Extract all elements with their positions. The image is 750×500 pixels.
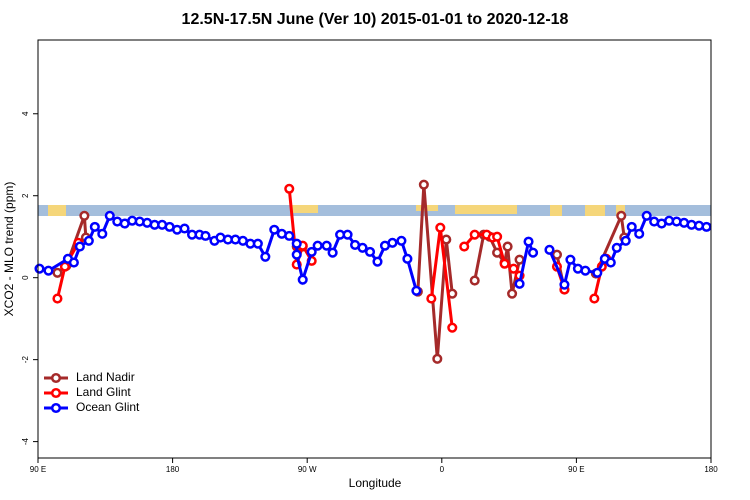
data-point <box>523 236 534 247</box>
data-point <box>396 235 407 246</box>
data-point <box>43 265 54 276</box>
data-point <box>514 254 525 265</box>
y-tick-label: 0 <box>21 275 30 280</box>
y-tick-label: -2 <box>21 356 30 364</box>
legend-label: Land Nadir <box>76 370 135 384</box>
data-point <box>52 293 63 304</box>
data-point <box>544 244 555 255</box>
data-point <box>634 228 645 239</box>
data-point <box>79 210 90 221</box>
legend-marker <box>50 387 62 399</box>
data-point <box>179 223 190 234</box>
x-tick-label: 90 E <box>568 465 584 474</box>
y-axis-label: XCO2 - MLO trend (ppm) <box>2 182 16 317</box>
y-tick-label: 4 <box>21 111 30 116</box>
data-point <box>514 278 525 289</box>
data-point <box>580 265 591 276</box>
data-point <box>68 257 79 268</box>
data-point <box>74 241 85 252</box>
data-point <box>616 210 627 221</box>
data-point <box>297 274 308 285</box>
chart-title: 12.5N-17.5N June (Ver 10) 2015-01-01 to … <box>182 11 569 28</box>
data-point <box>252 238 263 249</box>
data-point <box>306 246 317 257</box>
data-point <box>387 237 398 248</box>
data-point <box>34 263 45 274</box>
data-point <box>469 229 480 240</box>
x-tick-label: 180 <box>704 465 718 474</box>
data-point <box>499 258 510 269</box>
legend-label: Land Glint <box>76 385 131 399</box>
data-point <box>507 288 518 299</box>
data-point <box>104 210 115 221</box>
map-strip <box>38 205 711 216</box>
data-point <box>284 230 295 241</box>
x-tick-label: 180 <box>166 465 180 474</box>
data-point <box>527 247 539 258</box>
data-point <box>372 256 383 267</box>
data-point <box>459 241 470 252</box>
data-point <box>342 229 353 240</box>
legend-marker <box>50 402 62 414</box>
data-point <box>83 235 94 246</box>
data-point <box>89 221 100 232</box>
data-point <box>327 247 338 258</box>
data-point <box>605 257 616 268</box>
data-point <box>200 230 211 241</box>
data-point <box>447 322 458 333</box>
y-tick-label: -4 <box>21 438 30 446</box>
data-point <box>52 267 63 278</box>
data-point <box>321 240 332 251</box>
data-point <box>269 224 280 235</box>
data-point <box>441 234 452 245</box>
data-point <box>402 253 413 264</box>
data-point <box>432 353 443 364</box>
data-point <box>426 293 437 304</box>
x-tick-label: 90 E <box>30 465 46 474</box>
data-point <box>260 251 271 262</box>
data-point <box>291 249 302 260</box>
data-point <box>284 183 295 194</box>
data-point <box>411 285 422 296</box>
data-point <box>611 242 622 253</box>
data-point <box>508 263 519 274</box>
data-point <box>492 231 503 242</box>
data-point <box>312 240 323 251</box>
data-point <box>626 221 637 232</box>
data-point <box>565 254 576 265</box>
data-point <box>502 241 513 252</box>
data-point <box>364 246 376 257</box>
data-point <box>97 228 108 239</box>
data-point <box>291 238 302 249</box>
plot-frame <box>37 39 712 459</box>
x-tick-label: 0 <box>440 465 445 474</box>
legend-label: Ocean Glint <box>76 400 140 414</box>
data-point <box>469 275 480 286</box>
x-tick-label: 90 W <box>298 465 317 474</box>
data-point <box>435 222 446 233</box>
data-point <box>620 235 631 246</box>
data-point <box>357 242 368 253</box>
data-point <box>418 179 429 190</box>
data-point <box>589 293 600 304</box>
data-point <box>592 267 603 278</box>
data-point <box>559 279 570 290</box>
data-point <box>641 210 652 221</box>
x-axis-label: Longitude <box>349 476 402 490</box>
legend-marker <box>50 372 62 384</box>
y-tick-label: 2 <box>21 193 30 198</box>
data-point <box>701 221 712 232</box>
